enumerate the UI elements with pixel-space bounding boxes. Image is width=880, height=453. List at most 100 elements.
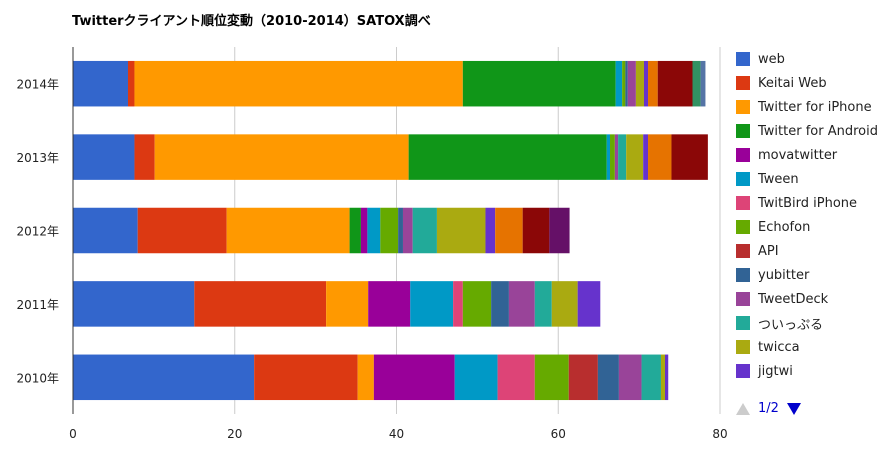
bar-segment[interactable] bbox=[436, 207, 486, 254]
bar-segment[interactable] bbox=[692, 60, 701, 107]
bar-segment[interactable] bbox=[154, 134, 409, 180]
bar-segment[interactable] bbox=[73, 281, 195, 327]
legend-label: jigtwi bbox=[758, 363, 793, 379]
bar-segment[interactable] bbox=[373, 354, 455, 401]
bar-segment[interactable] bbox=[73, 134, 135, 180]
legend-label: Twitter for Android bbox=[758, 123, 878, 139]
x-tick-label: 60 bbox=[551, 427, 566, 441]
bar-segment[interactable] bbox=[367, 207, 381, 254]
bar-segment[interactable] bbox=[606, 134, 611, 180]
bar-segment[interactable] bbox=[618, 134, 627, 180]
legend-item[interactable]: movatwitter bbox=[736, 143, 880, 167]
bar-segment[interactable] bbox=[412, 207, 437, 254]
pager-previous-icon[interactable] bbox=[736, 402, 750, 415]
legend-item[interactable]: TweetDeck bbox=[736, 287, 880, 311]
bar-segment[interactable] bbox=[453, 281, 463, 327]
bar-segment[interactable] bbox=[671, 134, 708, 180]
bar-segment[interactable] bbox=[508, 281, 535, 327]
bar-segment[interactable] bbox=[641, 354, 661, 401]
bar-segment[interactable] bbox=[73, 60, 128, 107]
legend-swatch bbox=[736, 52, 750, 66]
bar-segment[interactable] bbox=[134, 134, 155, 180]
bar-segment[interactable] bbox=[360, 207, 368, 254]
bar-segment[interactable] bbox=[357, 354, 374, 401]
legend-item[interactable]: Keitai Web bbox=[736, 71, 880, 95]
bar-segment[interactable] bbox=[194, 281, 327, 327]
legend-swatch bbox=[736, 100, 750, 114]
legend-label: yubitter bbox=[758, 267, 810, 283]
bar-segment[interactable] bbox=[549, 207, 570, 254]
bar-segment[interactable] bbox=[568, 354, 598, 401]
bar-segment[interactable] bbox=[643, 60, 649, 107]
legend-item[interactable]: yubitter bbox=[736, 263, 880, 287]
bar-segment[interactable] bbox=[380, 207, 399, 254]
legend-item[interactable]: ついっぷる bbox=[736, 311, 880, 335]
bar-segment[interactable] bbox=[454, 354, 498, 401]
legend-item[interactable]: Twitter for Android bbox=[736, 119, 880, 143]
bar-segment[interactable] bbox=[700, 60, 706, 107]
bar-segment[interactable] bbox=[368, 281, 411, 327]
bar-segment[interactable] bbox=[226, 207, 350, 254]
bar-segment[interactable] bbox=[648, 60, 658, 107]
bar-segment[interactable] bbox=[410, 281, 454, 327]
bar-segment[interactable] bbox=[534, 354, 569, 401]
bar-segment[interactable] bbox=[137, 207, 227, 254]
legend-pager: 1/2 bbox=[736, 401, 801, 416]
bar-segment[interactable] bbox=[597, 354, 619, 401]
bar-segment[interactable] bbox=[534, 281, 552, 327]
bar-segment[interactable] bbox=[643, 134, 649, 180]
bar-segment[interactable] bbox=[402, 207, 413, 254]
bar-segment[interactable] bbox=[485, 207, 496, 254]
bar-segment[interactable] bbox=[622, 60, 626, 107]
legend-swatch bbox=[736, 172, 750, 186]
x-tick-label: 0 bbox=[69, 427, 77, 441]
legend-item[interactable]: TwitBird iPhone bbox=[736, 191, 880, 215]
bar-segment[interactable] bbox=[551, 281, 578, 327]
bar-segment[interactable] bbox=[618, 354, 642, 401]
legend-label: ついっぷる bbox=[758, 317, 824, 333]
bar-segment[interactable] bbox=[491, 281, 509, 327]
pager-next-icon[interactable] bbox=[786, 402, 801, 415]
legend-item[interactable]: jigtwi bbox=[736, 359, 880, 383]
legend-label: Keitai Web bbox=[758, 75, 827, 91]
legend-swatch bbox=[736, 244, 750, 258]
bar-segment[interactable] bbox=[660, 354, 666, 401]
bar-segment[interactable] bbox=[577, 281, 601, 327]
bar-segment[interactable] bbox=[349, 207, 361, 254]
bar-segment[interactable] bbox=[326, 281, 369, 327]
legend-label: TwitBird iPhone bbox=[758, 195, 858, 211]
bar-segment[interactable] bbox=[665, 354, 669, 401]
legend-item[interactable]: Echofon bbox=[736, 215, 880, 239]
bar-segment[interactable] bbox=[627, 60, 636, 107]
legend-item[interactable]: web bbox=[736, 47, 880, 71]
bar-segment[interactable] bbox=[625, 60, 628, 107]
bar-segment[interactable] bbox=[626, 134, 644, 180]
legend-item[interactable]: Twitter for iPhone bbox=[736, 95, 880, 119]
bar-segment[interactable] bbox=[254, 354, 358, 401]
bar-segment[interactable] bbox=[73, 354, 255, 401]
bar-segment[interactable] bbox=[495, 207, 523, 254]
bar-segment[interactable] bbox=[614, 134, 619, 180]
bar-segment[interactable] bbox=[462, 281, 492, 327]
legend-item[interactable]: API bbox=[736, 239, 880, 263]
bar-segment[interactable] bbox=[462, 60, 616, 107]
bar-segment[interactable] bbox=[648, 134, 672, 180]
legend-item[interactable]: Tween bbox=[736, 167, 880, 191]
legend-item[interactable]: twicca bbox=[736, 335, 880, 359]
bar-segment[interactable] bbox=[610, 134, 615, 180]
legend-swatch bbox=[736, 340, 750, 354]
bar-segment[interactable] bbox=[657, 60, 693, 107]
bar-segment[interactable] bbox=[615, 60, 623, 107]
bar-segment[interactable] bbox=[127, 60, 135, 107]
bar-segment[interactable] bbox=[73, 207, 138, 254]
bar-segment[interactable] bbox=[497, 354, 535, 401]
bar-segment[interactable] bbox=[522, 207, 550, 254]
bar-segment[interactable] bbox=[134, 60, 463, 107]
bar-segment[interactable] bbox=[398, 207, 403, 254]
legend-label: movatwitter bbox=[758, 147, 838, 163]
legend-swatch bbox=[736, 316, 750, 330]
axis: 0 20 40 60 80 2014年 2013年 2012年 2011年 2010年 bbox=[16, 47, 728, 441]
category-label: 2014年 bbox=[16, 78, 59, 92]
bar-segment[interactable] bbox=[408, 134, 607, 180]
bar-segment[interactable] bbox=[635, 60, 644, 107]
